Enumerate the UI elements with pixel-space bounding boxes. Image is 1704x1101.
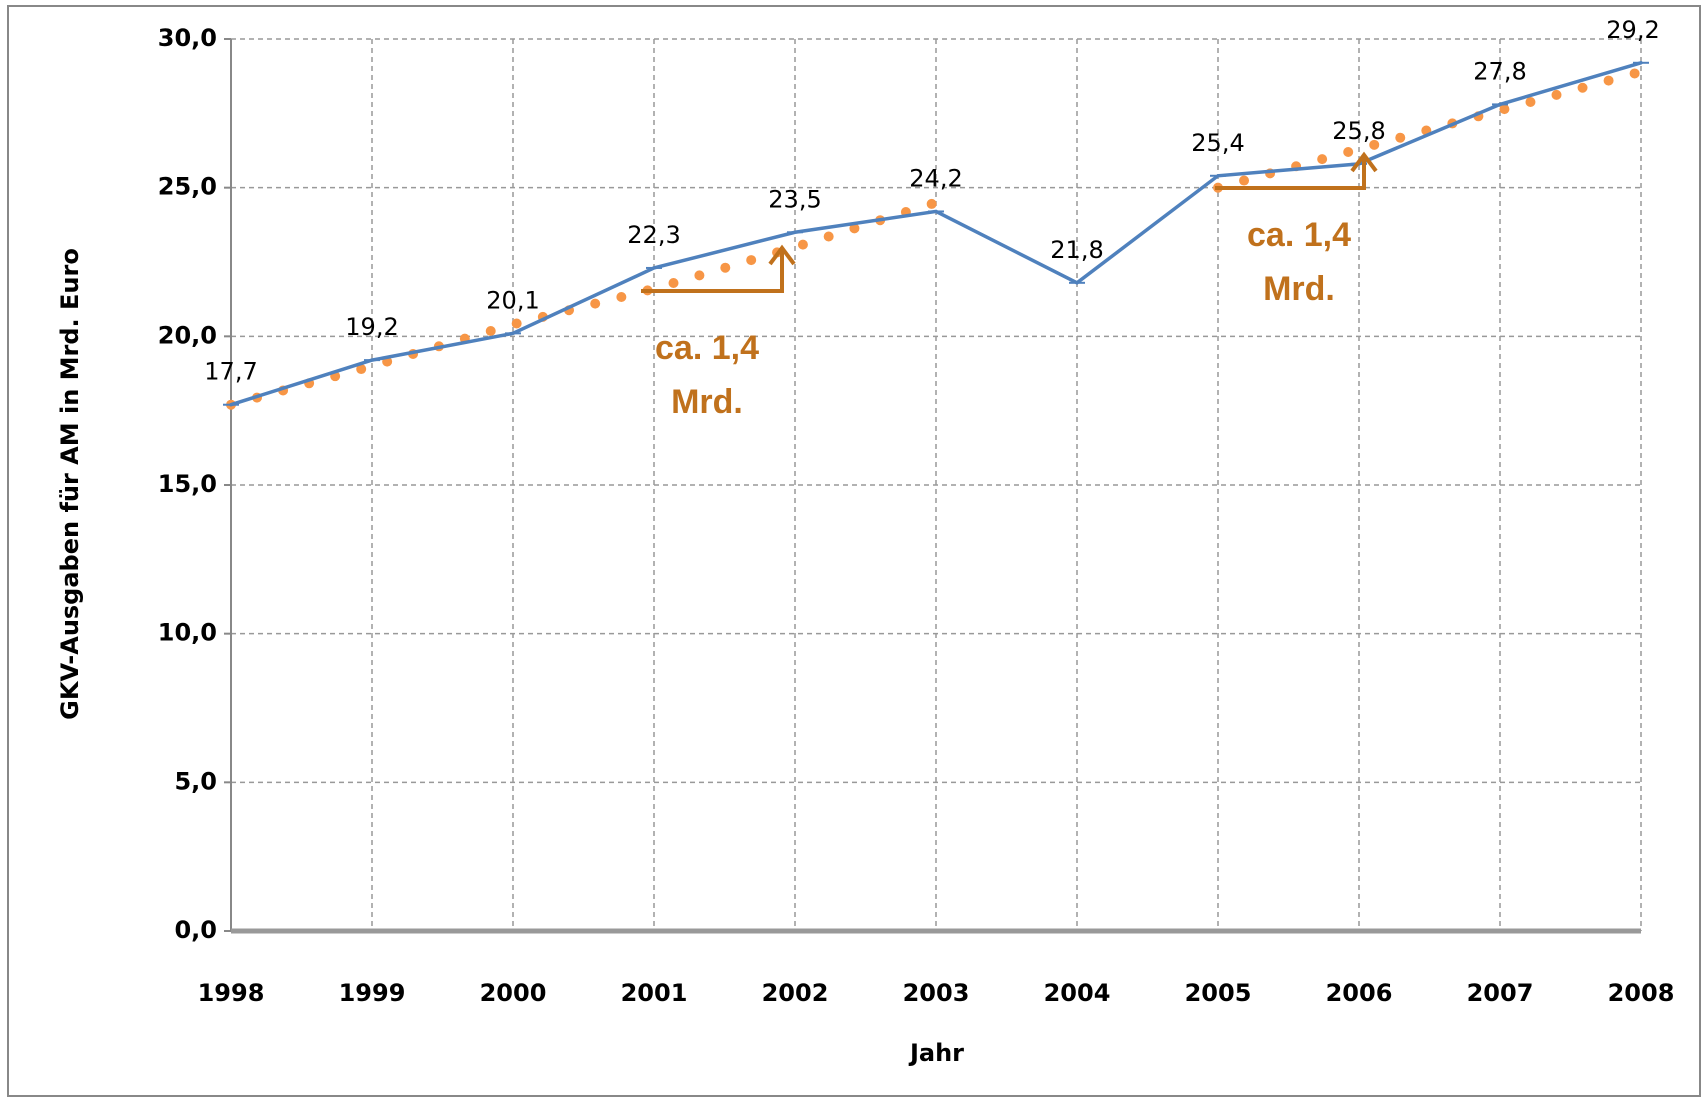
annotation-text: ca. 1,4 <box>1247 216 1351 254</box>
data-label: 27,8 <box>1473 57 1526 85</box>
y-tick-label: 25,0 <box>158 173 217 201</box>
x-tick-label: 2008 <box>1608 979 1675 1007</box>
annotation-text: Mrd. <box>1263 270 1335 308</box>
y-tick-label: 30,0 <box>158 24 217 52</box>
data-label: 22,3 <box>627 221 680 249</box>
x-tick-label: 2001 <box>621 979 688 1007</box>
data-label: 25,4 <box>1191 129 1244 157</box>
annotation-arrow <box>641 244 796 293</box>
data-label: 25,8 <box>1332 117 1385 145</box>
y-tick-label: 20,0 <box>158 321 217 349</box>
annotation-text: Mrd. <box>671 383 743 421</box>
annotation-arrow <box>1215 151 1378 190</box>
annotation-text: ca. 1,4 <box>655 329 759 367</box>
x-tick-label: 2005 <box>1185 979 1252 1007</box>
y-tick-label: 10,0 <box>158 619 217 647</box>
x-tick-label: 2003 <box>903 979 970 1007</box>
data-label: 21,8 <box>1050 236 1103 264</box>
data-label: 19,2 <box>345 313 398 341</box>
trend-line <box>226 66 1646 410</box>
x-tick-label: 1999 <box>339 979 406 1007</box>
data-label: 29,2 <box>1606 16 1659 44</box>
x-tick-label: 2002 <box>762 979 829 1007</box>
data-label: 24,2 <box>909 164 962 192</box>
x-tick-label: 2004 <box>1044 979 1111 1007</box>
x-axis-title: Jahr <box>908 1039 964 1067</box>
x-tick-label: 2000 <box>480 979 547 1007</box>
data-label: 17,7 <box>204 358 257 386</box>
y-axis-title: GKV-Ausgaben für AM in Mrd. Euro <box>56 248 84 720</box>
x-tick-label: 2006 <box>1326 979 1393 1007</box>
y-tick-label: 0,0 <box>174 916 217 944</box>
x-tick-label: 2007 <box>1467 979 1534 1007</box>
y-tick-label: 5,0 <box>174 767 217 795</box>
data-label: 20,1 <box>486 286 539 314</box>
data-label: 23,5 <box>768 185 821 213</box>
x-tick-label: 1998 <box>198 979 265 1007</box>
y-tick-label: 15,0 <box>158 470 217 498</box>
